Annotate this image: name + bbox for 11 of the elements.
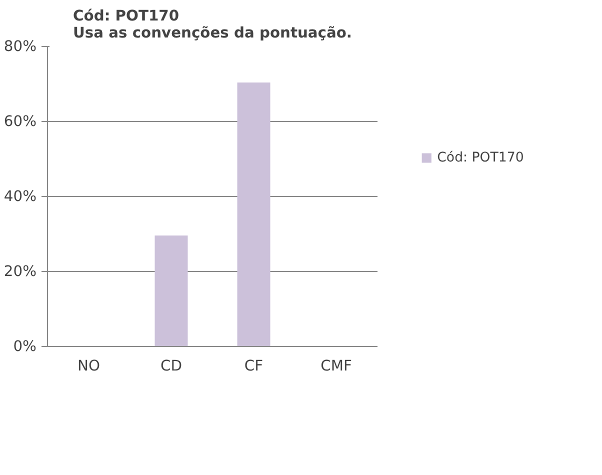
x-tick-label: NO xyxy=(78,358,100,374)
x-tick-label: CF xyxy=(244,358,264,374)
y-tick-label: 0% xyxy=(13,338,37,355)
y-tick-label: 20% xyxy=(4,263,37,280)
y-tick-label: 60% xyxy=(4,113,37,130)
x-tick-label: CD xyxy=(160,358,182,374)
y-tick-label: 40% xyxy=(4,188,37,205)
legend-label: Cód: POT170 xyxy=(437,150,524,165)
y-tick-label: 80% xyxy=(4,38,37,55)
chart-title: Cód: POT170 Usa as convenções da pontuação. xyxy=(73,8,352,42)
x-tick-label: CMF xyxy=(320,358,352,374)
